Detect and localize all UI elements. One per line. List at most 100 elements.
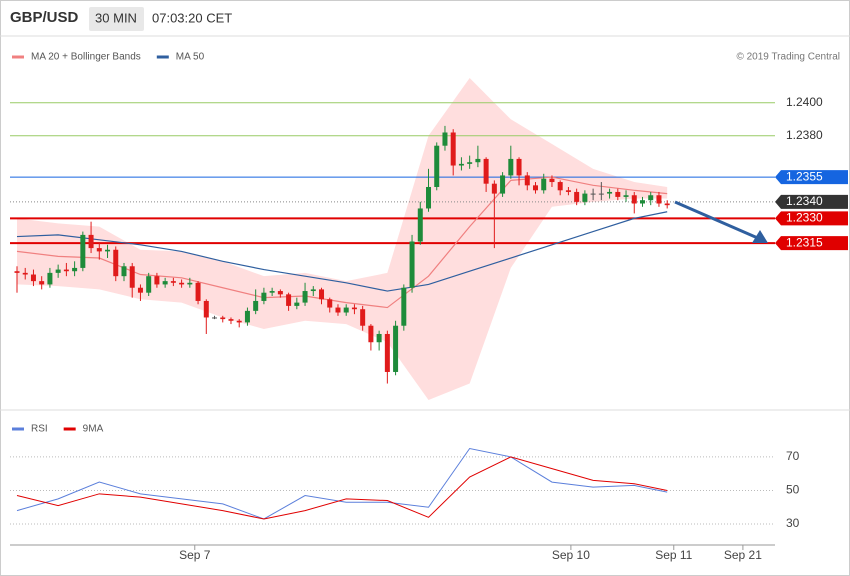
level-label: 1.2380: [786, 128, 823, 142]
candle-body: [384, 333, 390, 372]
level-label: 1.2330: [786, 211, 823, 225]
candle-body: [327, 299, 333, 308]
candle-body: [426, 186, 432, 209]
candle-body: [335, 307, 341, 313]
ma-line: [16, 211, 668, 292]
candle-body: [574, 191, 580, 202]
candle-body: [500, 175, 506, 194]
x-tick-label: Sep 10: [552, 548, 590, 562]
legend-label: RSI: [31, 424, 48, 435]
candle-body: [236, 320, 242, 323]
candle-body: [154, 276, 160, 285]
candle-body: [30, 274, 36, 282]
candle-body: [401, 287, 407, 326]
candle-body: [533, 185, 539, 191]
candle-body: [615, 191, 621, 197]
candle-body: [72, 267, 78, 272]
candle-body: [664, 203, 670, 206]
candle-body: [631, 195, 637, 204]
y-tick-label: 30: [786, 516, 800, 530]
indicator-line: [16, 447, 668, 520]
candle-body: [47, 272, 53, 285]
candle-body: [360, 309, 366, 326]
candle-body: [244, 310, 250, 323]
candle-body: [146, 276, 152, 293]
candle-body: [639, 200, 645, 204]
candle-body: [607, 191, 613, 194]
level-label: 1.2400: [786, 95, 823, 109]
candle-body: [80, 234, 86, 268]
candle-body: [228, 319, 234, 321]
timeframe-box: [89, 7, 144, 31]
candle-body: [450, 132, 456, 166]
candle-body: [220, 317, 226, 320]
candle-body: [14, 271, 20, 273]
candle-body: [203, 300, 209, 318]
candle-body: [277, 291, 283, 295]
candle-body: [121, 266, 127, 277]
candle-body: [467, 162, 473, 164]
credit: © 2019 Trading Central: [736, 52, 840, 63]
level-label-box: [775, 194, 848, 209]
candle-body: [524, 175, 530, 186]
candle-body: [39, 281, 45, 285]
candle-body: [63, 269, 69, 272]
x-tick-label: Sep 11: [655, 548, 692, 562]
candle-body: [508, 158, 514, 176]
candle-body: [137, 287, 143, 293]
candle-body: [294, 302, 300, 306]
level-label: 1.2315: [786, 235, 823, 249]
candle-body: [557, 182, 563, 191]
candle-body: [590, 193, 596, 195]
candle-body: [417, 208, 423, 242]
candle-body: [623, 195, 629, 197]
candle-body: [343, 307, 349, 313]
level-label: 1.2355: [786, 169, 823, 183]
y-tick-label: 70: [786, 449, 800, 463]
candle-body: [302, 291, 308, 303]
candle-body: [393, 325, 399, 372]
forecast-arrow: [674, 200, 761, 241]
level-label: 1.2340: [786, 194, 823, 208]
candle-body: [409, 241, 415, 288]
candle-body: [286, 294, 292, 306]
level-label-box: [775, 211, 848, 226]
candle-body: [376, 333, 382, 343]
candle-body: [22, 272, 28, 275]
time: 07:03:20 CET: [152, 10, 232, 25]
candle-body: [458, 163, 464, 166]
legend-label: MA 20 + Bollinger Bands: [31, 52, 141, 63]
candle-body: [269, 291, 275, 293]
candle-body: [212, 317, 218, 319]
candle-body: [516, 158, 522, 176]
y-tick-label: 50: [786, 483, 800, 497]
x-tick-label: Sep 7: [179, 548, 211, 562]
candle-body: [582, 193, 588, 202]
candle-body: [310, 289, 316, 292]
legend-label: 9MA: [83, 424, 104, 435]
candle-body: [368, 325, 374, 343]
candle-body: [261, 292, 267, 301]
chart-title: GBP/USD: [10, 9, 79, 26]
candle-body: [179, 282, 185, 285]
candle-body: [129, 266, 135, 288]
candle-body: [442, 132, 448, 146]
ma-line: [16, 176, 668, 309]
forecast-arrow-head: [752, 230, 768, 243]
candle-body: [475, 158, 481, 163]
candle-body: [96, 248, 102, 252]
candle-body: [113, 249, 119, 277]
candle-body: [351, 307, 357, 310]
x-tick-label: Sep 21: [724, 548, 762, 562]
candle-body: [162, 281, 168, 285]
timeframe: 30 MIN: [95, 10, 137, 25]
candle-body: [187, 282, 193, 285]
candle-body: [105, 249, 111, 252]
candle-body: [170, 281, 176, 283]
candle-body: [648, 195, 654, 201]
indicator-line: [16, 456, 668, 520]
legend-label: MA 50: [176, 52, 205, 63]
candle-body: [483, 158, 489, 184]
bollinger-band: [16, 77, 668, 401]
